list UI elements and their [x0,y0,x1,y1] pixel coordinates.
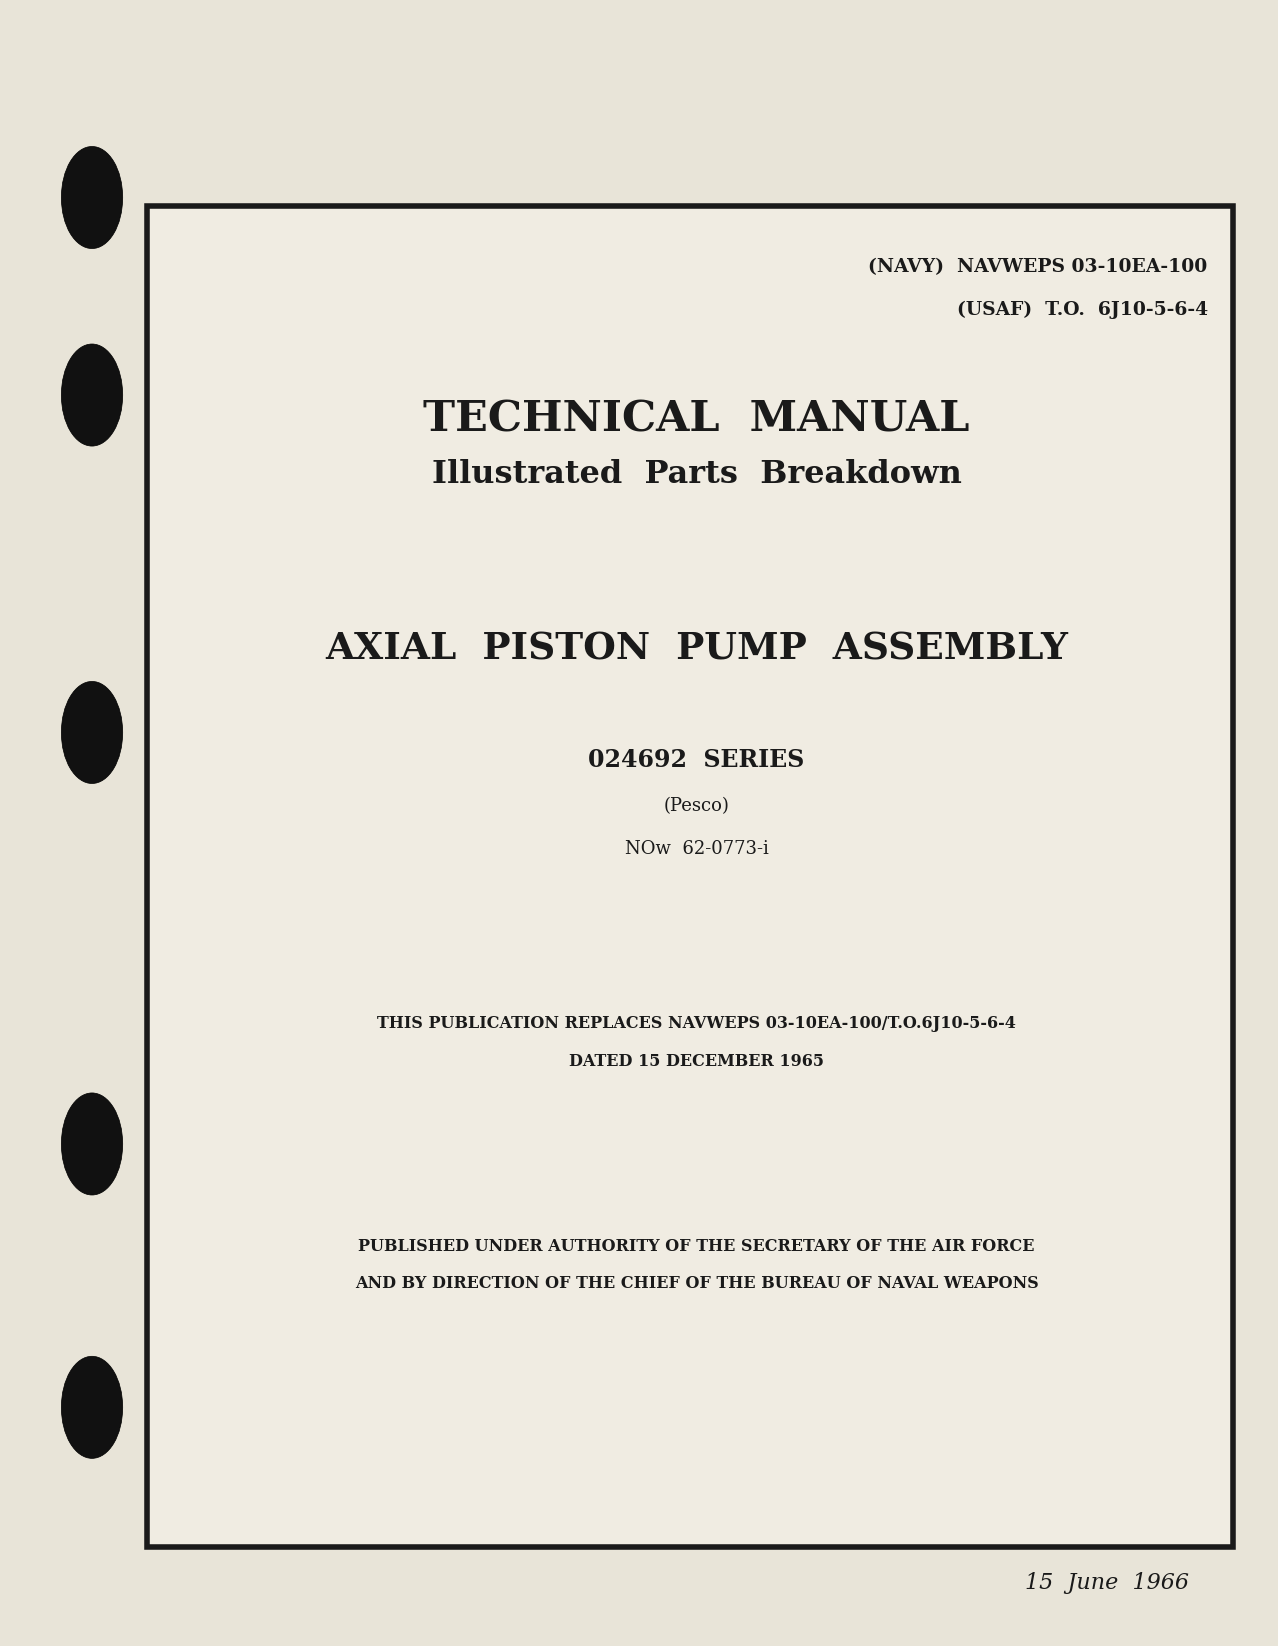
Text: PUBLISHED UNDER AUTHORITY OF THE SECRETARY OF THE AIR FORCE: PUBLISHED UNDER AUTHORITY OF THE SECRETA… [358,1238,1035,1254]
Text: DATED 15 DECEMBER 1965: DATED 15 DECEMBER 1965 [569,1053,824,1070]
Text: (NAVY)  NAVWEPS 03-10EA-100: (NAVY) NAVWEPS 03-10EA-100 [869,258,1208,275]
Ellipse shape [61,681,123,783]
Text: (Pesco): (Pesco) [663,798,730,815]
Ellipse shape [61,344,123,446]
Ellipse shape [61,146,123,249]
Text: 15  June  1966: 15 June 1966 [1025,1572,1189,1595]
Text: NOw  62-0773-i: NOw 62-0773-i [625,841,768,858]
Ellipse shape [61,1356,123,1458]
Text: AXIAL  PISTON  PUMP  ASSEMBLY: AXIAL PISTON PUMP ASSEMBLY [325,630,1068,667]
Text: AND BY DIRECTION OF THE CHIEF OF THE BUREAU OF NAVAL WEAPONS: AND BY DIRECTION OF THE CHIEF OF THE BUR… [354,1276,1039,1292]
Text: THIS PUBLICATION REPLACES NAVWEPS 03-10EA-100/T.O.6J10-5-6-4: THIS PUBLICATION REPLACES NAVWEPS 03-10E… [377,1016,1016,1032]
Text: Illustrated  Parts  Breakdown: Illustrated Parts Breakdown [432,459,961,489]
Bar [147,206,1233,1547]
Ellipse shape [61,1093,123,1195]
Text: (USAF)  T.O.  6J10-5-6-4: (USAF) T.O. 6J10-5-6-4 [957,300,1208,319]
Text: 024692  SERIES: 024692 SERIES [588,749,805,772]
Text: TECHNICAL  MANUAL: TECHNICAL MANUAL [423,398,970,441]
